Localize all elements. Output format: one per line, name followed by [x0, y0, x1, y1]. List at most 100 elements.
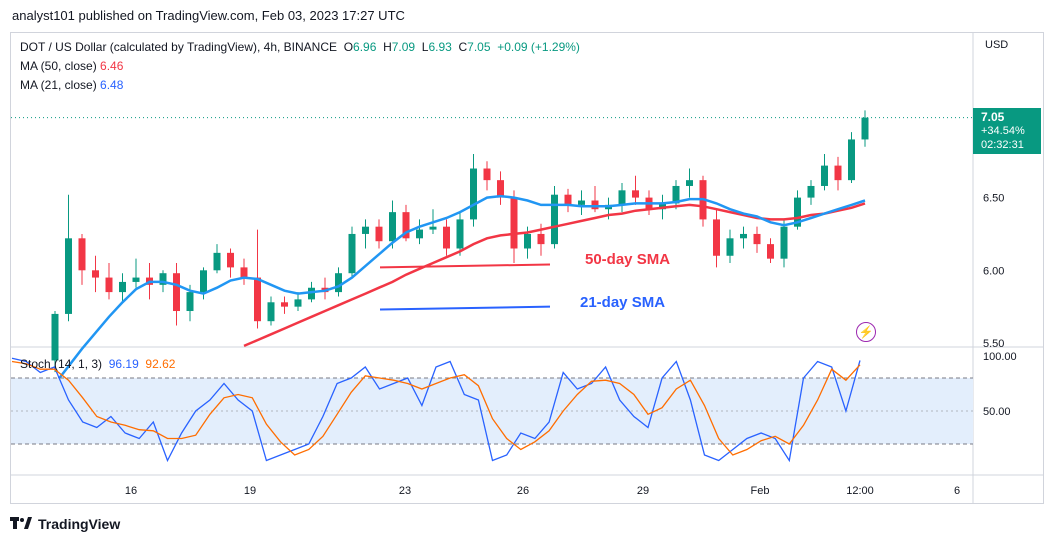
candle-body — [294, 299, 302, 307]
stoch-d-line — [11, 360, 861, 456]
ma50-legend-row[interactable]: MA (50, close) 6.46 — [20, 57, 580, 76]
legend-title-row: DOT / US Dollar (calculated by TradingVi… — [20, 38, 580, 57]
open-value: 6.96 — [353, 40, 377, 54]
tradingview-logo-icon — [10, 516, 32, 532]
sma21-annotation-line — [379, 305, 551, 311]
candle-body — [524, 233, 531, 249]
candle-body — [119, 281, 126, 293]
price-tick-label: 5.50 — [983, 338, 1004, 350]
candle-body — [240, 267, 248, 278]
stoch-tick-label: 100.00 — [983, 351, 1017, 363]
time-tick-label: 23 — [399, 485, 411, 497]
candle-body — [389, 212, 396, 242]
candle-body — [483, 168, 491, 181]
candle-body — [821, 165, 828, 186]
candle-body — [686, 180, 693, 186]
stoch-k-line — [11, 357, 861, 463]
ma21-value: 6.48 — [100, 78, 124, 92]
ma21-line — [54, 194, 866, 385]
close-value: 7.05 — [467, 40, 491, 54]
close-label: C — [458, 40, 468, 54]
candle-body — [308, 287, 315, 300]
candle-body — [254, 277, 261, 322]
candle-body — [632, 190, 639, 198]
candle-body — [713, 219, 720, 256]
footer: TradingView — [10, 512, 120, 536]
sma21-annotation-label: 21-day SMA — [580, 294, 665, 311]
currency-label: USD — [985, 39, 1008, 51]
candle-body — [834, 165, 842, 181]
ma21-legend-row[interactable]: MA (21, close) 6.48 — [20, 76, 580, 95]
candle-body — [767, 244, 774, 259]
price-tick-label: 6.00 — [983, 265, 1004, 277]
candle-body — [848, 139, 855, 181]
candle-body — [470, 168, 477, 220]
candle-body — [861, 117, 869, 140]
candle-body — [186, 292, 194, 312]
candle-body — [200, 270, 207, 293]
candle-body — [267, 302, 275, 322]
change-value: +0.09 (+1.29%) — [497, 40, 580, 54]
candle-body — [659, 203, 666, 210]
ma50-value: 6.46 — [100, 59, 124, 73]
ma50-label: MA (50, close) — [20, 59, 97, 73]
candle-body — [564, 194, 572, 205]
bar-countdown: 02:32:31 — [981, 139, 1024, 151]
candle-body — [348, 233, 356, 274]
candle-body — [578, 200, 585, 205]
chart-frame[interactable] — [10, 32, 1044, 504]
candle-body — [672, 185, 680, 204]
candle-body — [375, 226, 383, 242]
candle-body — [740, 233, 747, 239]
sma50-annotation-line — [379, 263, 551, 269]
price-tick-label: 6.50 — [983, 193, 1004, 205]
candle-body — [429, 226, 437, 230]
candle-body — [402, 212, 410, 239]
time-tick-label: Feb — [751, 485, 770, 497]
last-price-tag: 7.05 +34.54% 02:32:31 — [973, 108, 1041, 154]
candle-body — [159, 273, 167, 285]
candle-body — [132, 277, 140, 282]
stoch-label: Stoch (14, 1, 3) — [20, 357, 103, 371]
price-change-pct: +34.54% — [981, 125, 1025, 137]
time-tick-label: 29 — [637, 485, 649, 497]
low-label: L — [421, 40, 429, 54]
time-tick-label: 6 — [954, 485, 960, 497]
candle-body — [537, 233, 545, 245]
candle-body — [105, 277, 113, 293]
footer-brand[interactable]: TradingView — [38, 516, 121, 532]
last-price: 7.05 — [981, 110, 1005, 124]
time-tick-label: 12:00 — [846, 485, 874, 497]
candle-body — [591, 200, 599, 210]
candle-body — [443, 226, 450, 249]
candle-body — [497, 180, 504, 198]
stoch-k-value: 96.19 — [108, 357, 139, 371]
stoch-legend[interactable]: Stoch (14, 1, 3) 96.19 92.62 — [20, 357, 175, 371]
time-tick-label: 26 — [517, 485, 529, 497]
candle-body — [213, 252, 221, 271]
candle-body — [618, 190, 626, 205]
open-label: O — [343, 40, 354, 54]
candle-body — [456, 219, 464, 249]
candle-body — [65, 238, 72, 314]
symbol-title[interactable]: DOT / US Dollar (calculated by TradingVi… — [20, 40, 338, 54]
candle-body — [551, 194, 558, 245]
candle-body — [173, 273, 180, 312]
candle-body — [780, 226, 788, 259]
candle-body — [362, 226, 369, 234]
candle-body — [416, 229, 423, 239]
ma21-label: MA (21, close) — [20, 78, 97, 92]
candle-body — [753, 233, 761, 245]
lightning-icon[interactable]: ⚡ — [856, 322, 876, 342]
candle-body — [794, 197, 801, 227]
stoch-tick-label: 50.00 — [983, 406, 1011, 418]
candle-body — [78, 238, 86, 271]
high-value: 7.09 — [391, 40, 416, 54]
time-tick-label: 16 — [125, 485, 137, 497]
stoch-d-value: 92.62 — [145, 357, 176, 371]
candle-body — [807, 185, 815, 198]
time-tick-label: 19 — [244, 485, 256, 497]
candle-body — [510, 197, 518, 249]
publish-header: analyst101 published on TradingView.com,… — [12, 8, 405, 23]
